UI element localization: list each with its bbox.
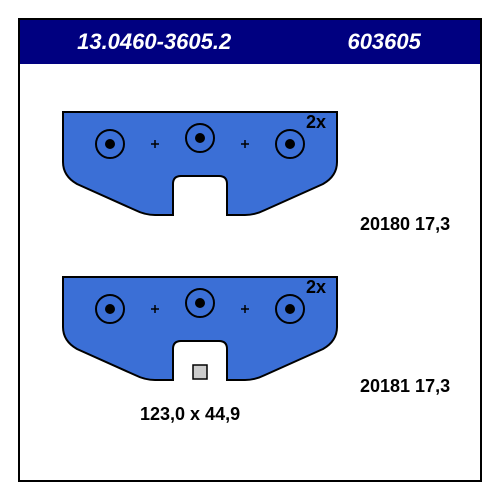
header-code: 603605 — [288, 29, 480, 55]
part-number: 13.0460-3605.2 — [20, 29, 288, 55]
code-label-bottom: 20181 17,3 — [360, 376, 450, 397]
qty-label-bottom: 2x — [306, 277, 326, 298]
brake-pad-top — [55, 104, 345, 219]
code-label-top: 20180 17,3 — [360, 214, 450, 235]
qty-label-top: 2x — [306, 112, 326, 133]
dimensions-label: 123,0 x 44,9 — [140, 404, 240, 425]
brake-pad-bottom — [55, 269, 345, 384]
diagram-area: 2x 2x 20180 17,3 20181 17,3 123,0 x 44,9 — [20, 64, 480, 480]
diagram-frame: 13.0460-3605.2 603605 — [18, 18, 482, 482]
header-bar: 13.0460-3605.2 603605 — [20, 20, 480, 64]
